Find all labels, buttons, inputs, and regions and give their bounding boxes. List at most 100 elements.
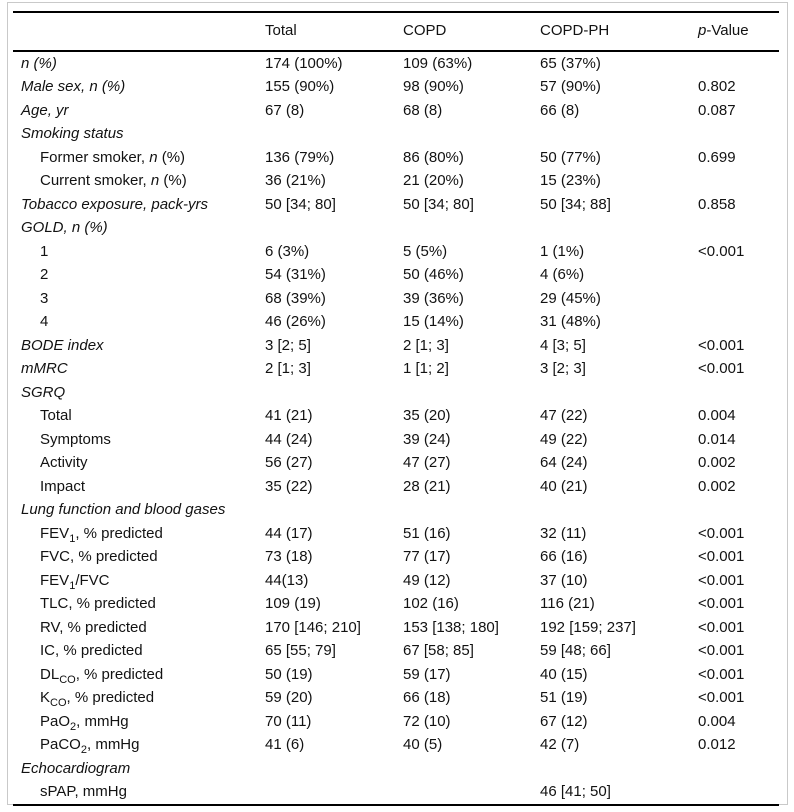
cell-copd-ph: 47 (22) xyxy=(540,407,588,425)
cell-total: 44 (24) xyxy=(265,430,313,448)
cell-copd: 47 (27) xyxy=(403,454,451,472)
cell-p-value xyxy=(698,381,779,405)
cell-total xyxy=(265,381,403,405)
cell-total: 67 (8) xyxy=(265,101,305,119)
table-row: PaO2, mmHg 70 (11) 72 (10) 67 (12) 0.004 xyxy=(13,710,779,734)
row-label: Male sex, n (%) xyxy=(21,78,126,96)
cell-total: 36 (21%) xyxy=(265,172,326,190)
cell-p-value xyxy=(698,264,779,288)
cell-copd-ph: 51 (19) xyxy=(540,689,588,707)
cell-copd-ph: 49 (22) xyxy=(540,430,588,448)
cell-p-value xyxy=(698,287,779,311)
row-label: Tobacco exposure, pack-yrs xyxy=(21,195,209,213)
cell-total: 46 (26%) xyxy=(265,313,326,331)
cell-total: 44 (17) xyxy=(265,524,313,542)
cell-copd-ph: 59 [48; 66] xyxy=(540,642,611,660)
row-label: 2 xyxy=(40,266,49,284)
cell-p-value: <0.001 xyxy=(698,336,745,354)
cell-copd: 59 (17) xyxy=(403,665,451,683)
row-label: Age, yr xyxy=(21,101,69,119)
cell-copd-ph: 50 (77%) xyxy=(540,148,601,166)
cell-copd-ph: 4 [3; 5] xyxy=(540,336,586,354)
cell-copd: 28 (21) xyxy=(403,477,451,495)
row-label: TLC, % predicted xyxy=(40,595,156,613)
table-row: FVC, % predicted 73 (18) 77 (17) 66 (16) <0.… xyxy=(13,546,779,570)
row-label: SGRQ xyxy=(21,383,66,401)
characteristics-table: Total COPD COPD-PH p-Value n (%) 174 (100… xyxy=(13,11,779,806)
cell-copd-ph: 32 (11) xyxy=(540,524,587,542)
row-label: 1 xyxy=(40,242,49,260)
table-row: GOLD, n (%) xyxy=(13,217,779,241)
cell-copd-ph: 3 [2; 3] xyxy=(540,360,586,378)
row-label: n (%) xyxy=(21,54,57,72)
row-label: FEV1, % predicted xyxy=(40,524,163,545)
cell-p-value: 0.012 xyxy=(698,736,736,754)
row-label: PaCO2, mmHg xyxy=(40,736,140,757)
table-row: n (%) 174 (100%) 109 (63%) 65 (37%) xyxy=(13,51,779,76)
cell-total: 50 [34; 80] xyxy=(265,195,336,213)
cell-p-value xyxy=(698,217,779,241)
cell-total: 3 [2; 5] xyxy=(265,336,311,354)
cell-total: 6 (3%) xyxy=(265,242,310,260)
cell-total: 136 (79%) xyxy=(265,148,335,166)
cell-copd-ph: 29 (45%) xyxy=(540,289,601,307)
table-row: FEV1/FVC 44(13) 49 (12) 37 (10) <0.001 xyxy=(13,569,779,593)
table-row: Impact 35 (22) 28 (21) 40 (21) 0.002 xyxy=(13,475,779,499)
row-label: Smoking status xyxy=(21,125,124,143)
cell-copd: 15 (14%) xyxy=(403,313,464,331)
cell-copd: 1 [1; 2] xyxy=(403,360,449,378)
header-label-col xyxy=(13,11,265,52)
cell-copd: 51 (16) xyxy=(403,524,451,542)
table-row: RV, % predicted 170 [146; 210] 153 [138; 1… xyxy=(13,616,779,640)
cell-total xyxy=(265,499,403,523)
cell-total: 50 (19) xyxy=(265,665,313,683)
table-row: 4 46 (26%) 15 (14%) 31 (48%) xyxy=(13,311,779,335)
table-row: Smoking status xyxy=(13,123,779,147)
cell-p-value: 0.802 xyxy=(698,78,736,96)
cell-copd: 21 (20%) xyxy=(403,172,464,190)
table-row: IC, % predicted 65 [55; 79] 67 [58; 85] 59 … xyxy=(13,640,779,664)
cell-total: 155 (90%) xyxy=(265,78,335,96)
cell-p-value: <0.001 xyxy=(698,665,745,683)
cell-copd: 109 (63%) xyxy=(403,54,473,72)
row-label: KCO, % predicted xyxy=(40,689,155,710)
row-label: IC, % predicted xyxy=(40,642,143,660)
row-label: mMRC xyxy=(21,360,68,378)
cell-copd-ph xyxy=(540,757,698,781)
cell-copd-ph xyxy=(540,217,698,241)
p-value-rest: -Value xyxy=(706,22,749,39)
cell-p-value: 0.014 xyxy=(698,430,736,448)
row-label: Current smoker, n (%) xyxy=(40,172,187,190)
cell-copd-ph xyxy=(540,123,698,147)
table-row: Total 41 (21) 35 (20) 47 (22) 0.004 xyxy=(13,405,779,429)
cell-copd-ph: 66 (8) xyxy=(540,101,580,119)
row-label: Former smoker, n (%) xyxy=(40,148,186,166)
table-row: 2 54 (31%) 50 (46%) 4 (6%) xyxy=(13,264,779,288)
cell-total: 35 (22) xyxy=(265,477,313,495)
row-label: RV, % predicted xyxy=(40,618,147,636)
cell-p-value: <0.001 xyxy=(698,242,745,260)
cell-copd xyxy=(403,757,540,781)
table-row: 1 6 (3%) 5 (5%) 1 (1%) <0.001 xyxy=(13,240,779,264)
table-row: Former smoker, n (%) 136 (79%) 86 (80%) 50 … xyxy=(13,146,779,170)
cell-total: 41 (21) xyxy=(265,407,313,425)
row-label: 4 xyxy=(40,313,49,331)
cell-copd: 39 (24) xyxy=(403,430,451,448)
cell-p-value xyxy=(698,311,779,335)
cell-total xyxy=(265,781,403,806)
row-label: 3 xyxy=(40,289,49,307)
cell-copd-ph xyxy=(540,499,698,523)
cell-total: 41 (6) xyxy=(265,736,305,754)
table-row: PaCO2, mmHg 41 (6) 40 (5) 42 (7) 0.012 xyxy=(13,734,779,758)
header-row: Total COPD COPD-PH p-Value xyxy=(13,11,779,52)
table-row: mMRC 2 [1; 3] 1 [1; 2] 3 [2; 3] <0.001 xyxy=(13,358,779,382)
cell-copd: 86 (80%) xyxy=(403,148,464,166)
table-row: Activity 56 (27) 47 (27) 64 (24) 0.002 xyxy=(13,452,779,476)
table-body: n (%) 174 (100%) 109 (63%) 65 (37%) Male sex… xyxy=(13,51,779,805)
cell-copd: 40 (5) xyxy=(403,736,443,754)
cell-copd xyxy=(403,499,540,523)
row-label: BODE index xyxy=(21,336,104,354)
table-row: Symptoms 44 (24) 39 (24) 49 (22) 0.014 xyxy=(13,428,779,452)
table-row: KCO, % predicted 59 (20) 66 (18) 51 (19) <0.… xyxy=(13,687,779,711)
cell-p-value: <0.001 xyxy=(698,571,745,589)
